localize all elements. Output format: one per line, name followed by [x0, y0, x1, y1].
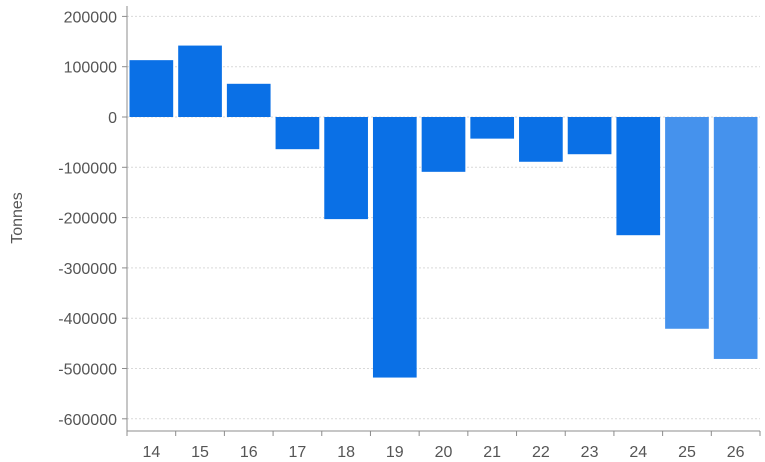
y-tick-label: 100000 — [64, 60, 117, 77]
bar-16 — [226, 83, 271, 117]
y-axis-title: Tonnes — [9, 192, 26, 244]
bar-20 — [421, 117, 466, 172]
y-tick-label: 0 — [108, 110, 117, 127]
y-tick-label: -400000 — [58, 311, 117, 328]
y-tick-label: -600000 — [58, 412, 117, 429]
x-tick-labels: 14 15 16 17 18 19 20 21 22 23 24 25 26 — [126, 431, 761, 461]
x-tick-label: 15 — [191, 444, 209, 461]
axes — [126, 6, 760, 432]
bar-26 — [713, 117, 758, 359]
bars — [129, 45, 758, 378]
x-tick-label: 24 — [629, 444, 647, 461]
y-tick-label: 200000 — [64, 9, 117, 26]
x-tick-label: 25 — [678, 444, 696, 461]
x-tick-label: 17 — [289, 444, 307, 461]
x-tick-label: 23 — [581, 444, 599, 461]
y-tick-label: -500000 — [58, 362, 117, 379]
bar-14 — [129, 60, 174, 117]
x-tick-label: 20 — [435, 444, 453, 461]
bar-15 — [178, 45, 222, 117]
bar-23 — [567, 117, 612, 155]
y-tick-label: -300000 — [58, 261, 117, 278]
bar-22 — [519, 117, 563, 162]
x-tick-label: 14 — [142, 444, 160, 461]
bar-21 — [470, 117, 515, 139]
bar-19 — [372, 117, 417, 378]
x-tick-label: 18 — [337, 444, 355, 461]
bar-24 — [616, 117, 661, 236]
y-tick-label: -100000 — [58, 160, 117, 177]
x-tick-label: 22 — [532, 444, 550, 461]
x-tick-label: 26 — [727, 444, 745, 461]
bar-17 — [275, 117, 320, 150]
bar-25 — [665, 117, 709, 329]
y-tick-label: -200000 — [58, 211, 117, 228]
y-tick-labels: 200000 100000 0 -100000 -200000 -300000 -40000… — [58, 9, 127, 429]
gridlines — [127, 15, 760, 420]
bar-18 — [324, 117, 368, 220]
x-tick-label: 19 — [386, 444, 404, 461]
x-tick-label: 21 — [483, 444, 501, 461]
x-tick-label: 16 — [240, 444, 258, 461]
